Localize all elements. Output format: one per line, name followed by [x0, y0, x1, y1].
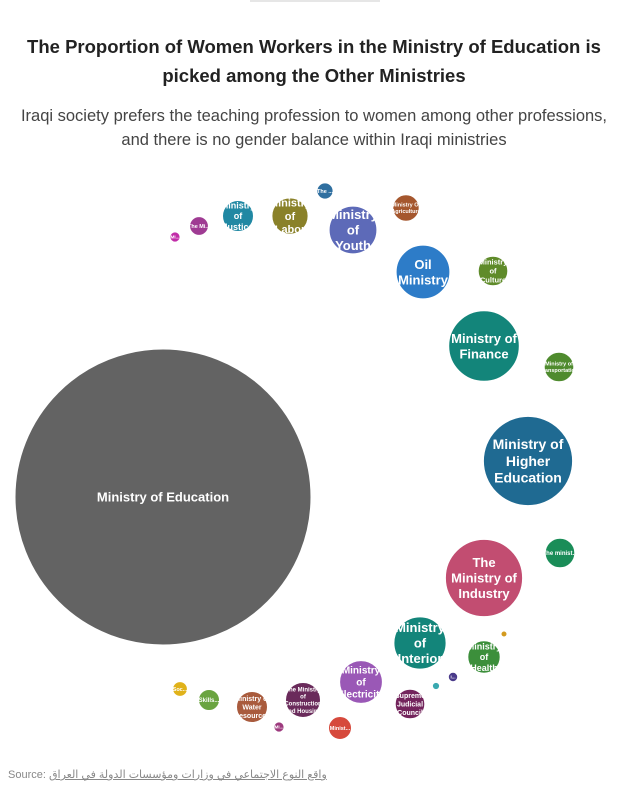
bubble-circle[interactable]: [222, 200, 254, 232]
bubble-label: The Ministry of Industry: [451, 555, 517, 601]
bubble-5[interactable]: Oil Ministry: [395, 244, 451, 300]
bubble-13[interactable]: Ministry of Transportation: [540, 351, 579, 383]
bubble-label: The ...: [317, 189, 333, 195]
bubble-label: Supreme Judicial Council: [395, 693, 425, 717]
bubble-circle[interactable]: [189, 216, 209, 236]
bubble-circle[interactable]: [316, 182, 334, 200]
bubble-circle[interactable]: [467, 640, 501, 674]
bubble-0[interactable]: Ministry of Education: [14, 348, 312, 646]
bubble-label: Ministry of Interior: [395, 620, 446, 666]
bubble-label: Minist...: [330, 726, 351, 732]
bubble-label: Skills...: [199, 698, 220, 704]
bubble-17[interactable]: Ministry Of Agriculture: [391, 194, 421, 222]
bubble-1[interactable]: Ministry of Higher Education: [482, 415, 574, 507]
bubble-label: Ministry of Electricity: [337, 666, 385, 701]
bubble-circle[interactable]: [431, 681, 441, 691]
bubble-label: Ministry of Youth: [328, 207, 379, 253]
bubble-19[interactable]: Skills...: [198, 689, 220, 711]
source-link[interactable]: واقع النوع الاجتماعي في وزارات ومؤسسات ا…: [48, 769, 327, 781]
bubble-8[interactable]: Ministry of Labor: [269, 197, 312, 236]
bubble-label: I...: [450, 675, 455, 680]
bubble-circle[interactable]: [392, 194, 420, 222]
bubble-3[interactable]: Ministry of Finance: [448, 310, 520, 382]
bubble-circle[interactable]: [394, 688, 426, 720]
bubble-circle[interactable]: [477, 255, 509, 287]
bubble-label: The Mi...: [188, 224, 210, 230]
bubble-15[interactable]: The minist...: [542, 537, 578, 569]
bubble-26[interactable]: [431, 681, 441, 691]
bubble-label: Ministry of Transportation: [540, 362, 579, 375]
bubble-18[interactable]: Minist...: [328, 716, 352, 740]
bubble-9[interactable]: Ministry of Justice: [221, 200, 256, 232]
bubble-label: Mi...: [171, 235, 180, 240]
bubble-12[interactable]: Ministry of Water Resources: [234, 691, 270, 723]
bubble-circle[interactable]: [198, 689, 220, 711]
bubble-label: Ministry of Finance: [451, 331, 517, 362]
bubble-11[interactable]: The Ministry of Construction and Housing: [284, 682, 322, 718]
bubble-circle[interactable]: [543, 351, 575, 383]
bubble-20[interactable]: The Mi...: [188, 216, 210, 236]
bubble-label: Soc...: [173, 687, 188, 693]
bubble-circle[interactable]: [448, 310, 520, 382]
bubble-circle[interactable]: [482, 415, 574, 507]
bubble-21[interactable]: The ...: [316, 182, 334, 200]
bubble-27[interactable]: [500, 630, 508, 638]
bubble-label: Ministry of Higher Education: [493, 436, 564, 486]
bubble-14[interactable]: Ministry of Culture: [477, 255, 509, 287]
bubble-label: Mi...: [275, 725, 284, 730]
bubble-2[interactable]: The Ministry of Industry: [444, 538, 524, 618]
source-label: Source:: [8, 769, 46, 781]
bubble-circle[interactable]: [544, 537, 576, 569]
bubble-10[interactable]: Ministry of Health: [467, 640, 502, 674]
bubble-circle[interactable]: [169, 231, 181, 243]
bubble-label: Ministry of Health: [467, 641, 502, 673]
bubble-22[interactable]: Soc...: [172, 681, 188, 697]
bubble-circle[interactable]: [273, 721, 285, 733]
bubble-7[interactable]: Ministry of Electricity: [337, 660, 385, 704]
bubble-label: Ministry of Justice: [221, 200, 256, 232]
bubble-label: Ministry Of Agriculture: [391, 203, 420, 216]
bubble-6[interactable]: Ministry of Youth: [328, 205, 379, 255]
bubble-16[interactable]: Supreme Judicial Council: [394, 688, 426, 720]
bubble-label: The minist...: [542, 551, 577, 557]
source-line: Source: واقع النوع الاجتماعي في وزارات و…: [8, 768, 327, 781]
bubble-label: Ministry of Education: [97, 490, 229, 505]
bubble-label: Ministry of Culture: [479, 258, 509, 285]
bubble-circle[interactable]: [447, 671, 459, 683]
bubble-circle[interactable]: [395, 244, 451, 300]
bubble-circle[interactable]: [172, 681, 188, 697]
bubble-4[interactable]: Ministry of Interior: [393, 616, 447, 670]
top-divider: [250, 0, 380, 2]
bubble-circle[interactable]: [285, 682, 321, 718]
bubble-23[interactable]: Mi...: [169, 231, 181, 243]
bubble-circle[interactable]: [14, 348, 312, 646]
bubble-label: Ministry of Labor: [269, 198, 312, 236]
bubble-circle[interactable]: [328, 716, 352, 740]
bubble-label: Oil Ministry: [398, 257, 449, 288]
bubble-25[interactable]: I...: [447, 671, 459, 683]
bubble-circle[interactable]: [328, 205, 378, 255]
chart-subtitle: Iraqi society prefers the teaching profe…: [20, 107, 608, 149]
bubble-circle[interactable]: [500, 630, 508, 638]
bubble-label: Ministry of Water Resources: [234, 696, 270, 720]
bubble-circle[interactable]: [236, 691, 268, 723]
bubble-24[interactable]: Mi...: [273, 721, 285, 733]
chart-title: The Proportion of Women Workers in the M…: [27, 36, 601, 86]
bubble-label: The Ministry of Construction and Housing: [284, 687, 322, 715]
bubble-circle[interactable]: [444, 538, 524, 618]
bubble-circle[interactable]: [271, 197, 309, 235]
bubble-circle[interactable]: [393, 616, 447, 670]
bubble-circle[interactable]: [339, 660, 383, 704]
